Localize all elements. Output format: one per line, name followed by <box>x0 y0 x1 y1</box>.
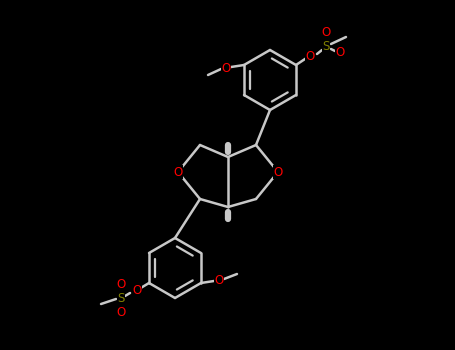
Text: O: O <box>116 279 126 292</box>
Text: O: O <box>214 273 223 287</box>
Text: O: O <box>173 166 182 178</box>
Text: O: O <box>273 166 283 178</box>
Text: O: O <box>132 284 142 296</box>
Text: O: O <box>335 47 344 60</box>
Text: O: O <box>321 27 331 40</box>
Text: O: O <box>222 62 231 75</box>
Text: S: S <box>117 293 125 306</box>
Text: O: O <box>305 50 314 63</box>
Text: S: S <box>322 41 330 54</box>
Text: O: O <box>116 307 126 320</box>
